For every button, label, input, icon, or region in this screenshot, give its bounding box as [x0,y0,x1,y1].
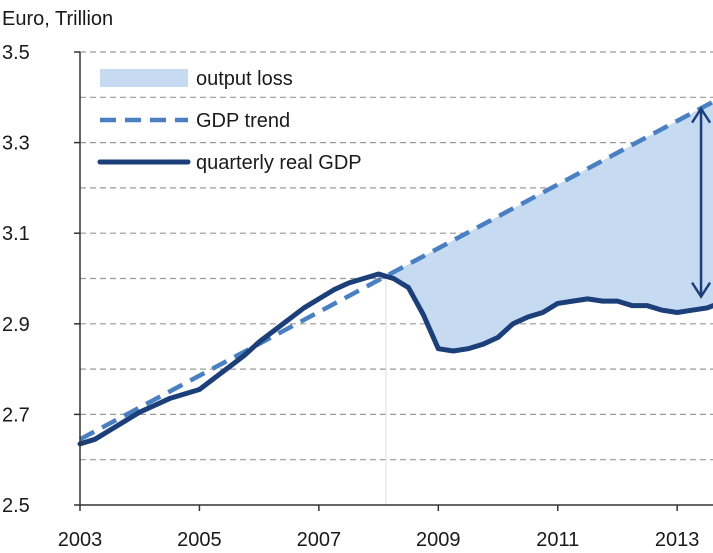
y-unit-label: Euro, Trillion [2,8,113,30]
gridlines [80,51,713,461]
y-tick-label: 3.3 [2,133,30,155]
legend-label-trend: GDP trend [196,110,290,132]
legend: output loss GDP trend quarterly real GDP [97,68,362,174]
y-tick-label: 2.7 [2,404,30,426]
arrow-head-up [691,106,712,124]
gap-annotation [691,106,712,299]
y-tick-label: 3.1 [2,223,30,245]
quarterly-real-gdp-line [77,271,713,447]
x-tick-label: 2011 [536,529,579,551]
y-tick-label: 2.5 [2,495,30,517]
legend-label-gdp: quarterly real GDP [196,152,362,174]
output-loss-area [385,101,713,505]
x-tick-label: 2009 [416,529,461,551]
axes [79,52,713,506]
arrow-head-down [691,281,712,299]
y-tick-label: 2.9 [2,314,30,336]
y-tick-label: 3.5 [2,42,30,64]
x-tick-label: 2005 [177,529,222,551]
series-lines [77,99,713,447]
output-loss-area-shape [385,101,713,351]
x-tick-label: 2007 [297,529,342,551]
tick-labels: 2.5 2.7 2.9 3.1 3.3 3.5 2003 2005 2007 2009 2011 20… [2,42,699,551]
legend-label-loss: output loss [196,68,293,90]
legend-swatch-output-loss [100,69,188,87]
x-tick-label: 2003 [58,529,103,551]
x-tick-label: 2013 [655,529,700,551]
gdp-trend-line [78,99,713,442]
